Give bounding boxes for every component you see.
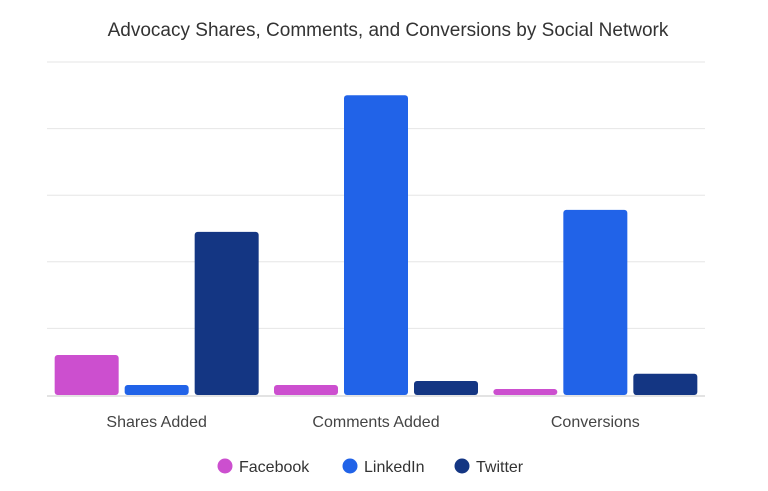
bar-twitter: [414, 381, 478, 395]
legend-label: Twitter: [476, 459, 524, 476]
bar-linkedin: [344, 95, 408, 396]
chart-title: Advocacy Shares, Comments, and Conversio…: [107, 20, 669, 41]
bar-facebook: [54, 355, 119, 395]
bar-linkedin: [563, 209, 628, 395]
bar-twitter: [194, 231, 259, 395]
bar-twitter: [633, 373, 698, 395]
category-label: Shares Added: [106, 414, 207, 431]
bar-facebook: [493, 389, 558, 395]
category-label: Conversions: [551, 414, 640, 431]
category-label: Comments Added: [312, 414, 439, 431]
legend-label: Facebook: [239, 459, 310, 476]
legend-marker-facebook: [217, 458, 233, 474]
bar-facebook: [274, 385, 338, 395]
bar-linkedin: [124, 385, 189, 395]
legend-marker-twitter: [454, 458, 470, 474]
legend-label: LinkedIn: [364, 459, 425, 476]
legend-marker-linkedin: [342, 458, 358, 474]
